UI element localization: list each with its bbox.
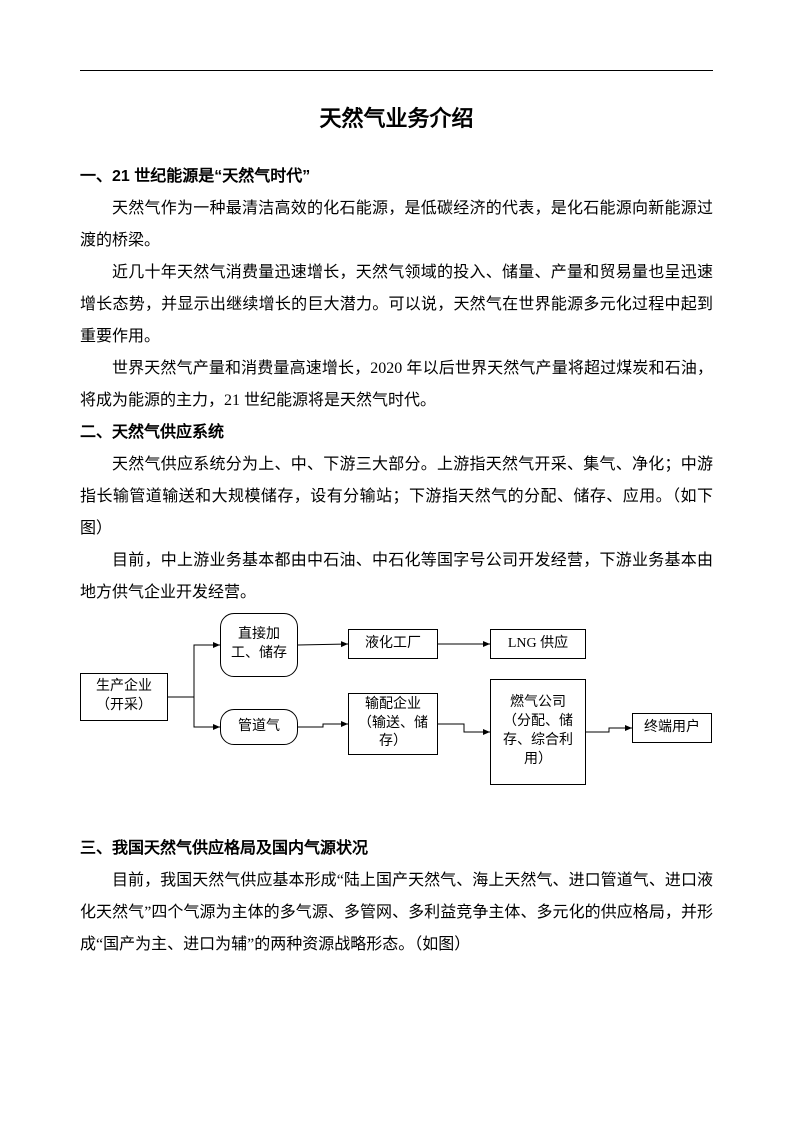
flow-edge-n3-n5 <box>298 724 348 727</box>
section-1-para-2: 近几十年天然气消费量迅速增长，天然气领域的投入、储量、产量和贸易量也呈迅速增长态… <box>80 257 713 353</box>
section-1-para-3: 世界天然气产量和消费量高速增长，2020 年以后世界天然气产量将超过煤炭和石油，… <box>80 353 713 417</box>
flow-node-n6: LNG 供应 <box>490 629 586 659</box>
flow-node-n2: 直接加工、储存 <box>220 613 298 677</box>
top-rule <box>80 70 713 71</box>
section-3-heading: 三、我国天然气供应格局及国内气源状况 <box>80 833 713 865</box>
supply-flowchart: 生产企业（开采） 直接加工、储存管道气 液化工厂输配企业（输送、储存） LNG 供应燃… <box>80 613 713 813</box>
section-1-para-1: 天然气作为一种最清洁高效的化石能源，是低碳经济的代表，是化石能源向新能源过渡的桥… <box>80 193 713 257</box>
section-1-heading: 一、21 世纪能源是“天然气时代” <box>80 161 713 193</box>
flow-node-n7: 燃气公司（分配、储存、综合利用） <box>490 679 586 785</box>
section-2-para-2: 目前，中上游业务基本都由中石油、中石化等国字号公司开发经营，下游业务基本由地方供… <box>80 545 713 609</box>
flow-node-n4: 液化工厂 <box>348 629 438 659</box>
flow-edge-n1-n2 <box>168 645 220 697</box>
flow-edge-n2-n4 <box>298 644 348 645</box>
flow-node-n1: 生产企业（开采） <box>80 673 168 721</box>
flow-edge-n7-n8 <box>586 728 632 732</box>
section-3-para-1: 目前，我国天然气供应基本形成“陆上国产天然气、海上天然气、进口管道气、进口液化天… <box>80 865 713 961</box>
flow-edge-n5-n7 <box>438 724 490 732</box>
flow-node-n3: 管道气 <box>220 709 298 745</box>
section-2-heading: 二、天然气供应系统 <box>80 417 713 449</box>
flow-node-n5: 输配企业（输送、储存） <box>348 693 438 755</box>
doc-title: 天然气业务介绍 <box>80 101 713 133</box>
page: 天然气业务介绍 一、21 世纪能源是“天然气时代” 天然气作为一种最清洁高效的化… <box>0 0 793 1021</box>
flow-node-n8: 终端用户 <box>632 713 712 743</box>
section-2-para-1: 天然气供应系统分为上、中、下游三大部分。上游指天然气开采、集气、净化；中游指长输… <box>80 449 713 545</box>
flow-edge-n1-n3 <box>168 697 220 727</box>
